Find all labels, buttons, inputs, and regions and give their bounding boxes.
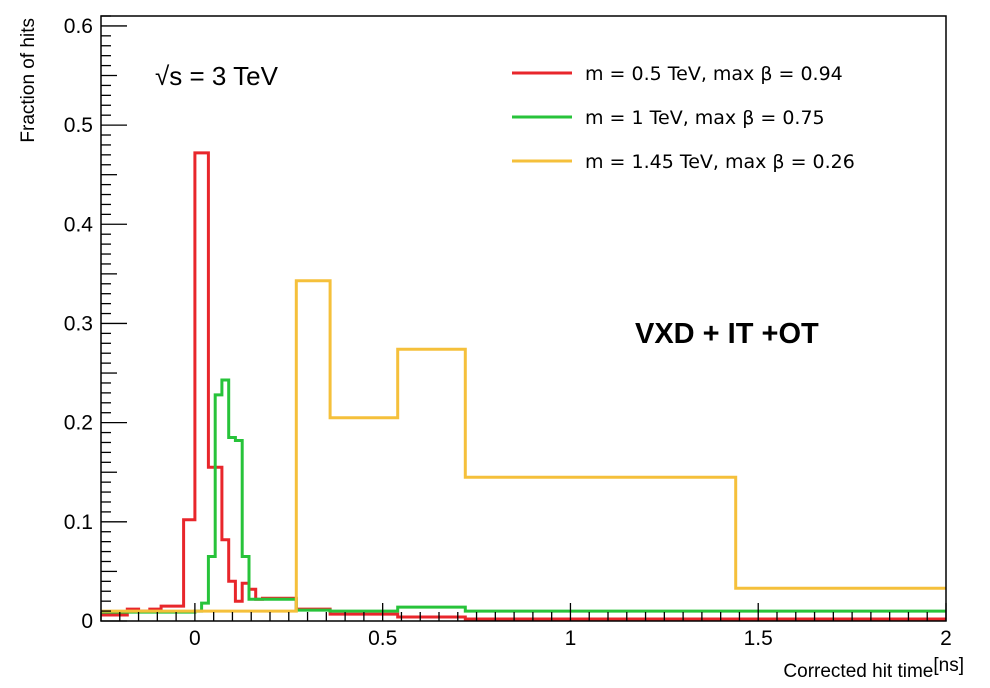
series-line-3 [101,279,946,613]
series-line-2 [101,378,946,614]
x-axis-unit: [ns] [933,655,964,676]
legend-label-1: m = 0.5 TeV, max β = 0.94 [585,63,843,85]
y-tick-label: 0 [81,610,93,633]
x-tick-label: 1.5 [744,627,773,650]
x-tick-label: 0 [189,627,201,650]
x-tick-label: 1 [565,627,577,650]
y-tick-label: 0.2 [64,412,93,435]
region-annotation: VXD + IT +OT [635,318,819,350]
series-layer [101,151,946,621]
y-tick-label: 0.5 [64,114,93,137]
x-axis-title-text: Corrected hit time [783,661,933,682]
x-tick-label: 0.5 [368,627,397,650]
y-tick-label: 0.6 [64,15,93,38]
plot-frame [100,15,947,622]
legend-label-2: m = 1 TeV, max β = 0.75 [585,107,825,129]
y-tick-label: 0.1 [64,511,93,534]
tick-marks [100,15,947,622]
y-axis-title: Fraction of hits [18,18,39,143]
legend: m = 0.5 TeV, max β = 0.94 m = 1 TeV, max … [512,63,855,173]
y-tick-label: 0.3 [64,312,93,335]
energy-annotation: √s = 3 TeV [155,61,279,91]
x-tick-label: 2 [940,627,952,650]
tick-labels: 0 0.5 1 1.5 2 0 0.1 0.2 0.3 0.4 0.5 0.6 [64,15,952,650]
y-tick-label: 0.4 [64,213,94,236]
legend-label-3: m = 1.45 TeV, max β = 0.26 [585,151,855,173]
x-axis-title: Corrected hit time[ns] [783,655,964,682]
